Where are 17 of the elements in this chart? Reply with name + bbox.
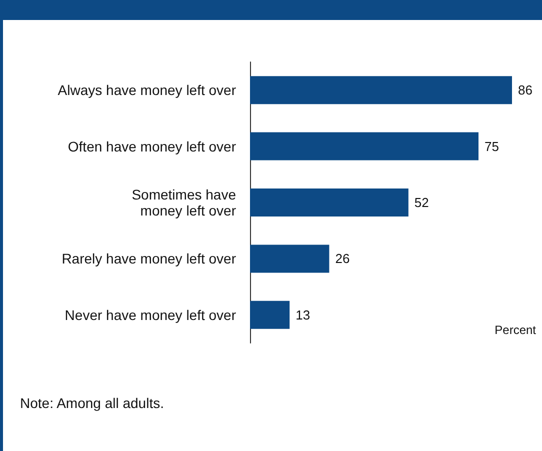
x-axis-title: Percent: [494, 323, 537, 337]
bar: [250, 300, 290, 329]
data-label: 13: [296, 307, 310, 322]
bar: [250, 132, 478, 160]
bar: [250, 76, 512, 104]
y-tick-label: Sometimes have money left over: [132, 186, 236, 218]
y-tick-label: Often have money left over: [68, 138, 236, 154]
bar: [250, 244, 330, 273]
data-label: 26: [335, 251, 350, 266]
bar: [250, 188, 408, 216]
y-tick-label: Never have money left over: [64, 306, 236, 323]
data-label: 52: [414, 195, 429, 210]
y-tick-label: Rarely have money left over: [62, 250, 236, 267]
y-tick-label: Always have money left over: [58, 82, 236, 98]
data-label: 86: [518, 82, 532, 98]
data-label: 75: [484, 138, 499, 154]
text: Note: Among all adults.: [20, 395, 164, 411]
